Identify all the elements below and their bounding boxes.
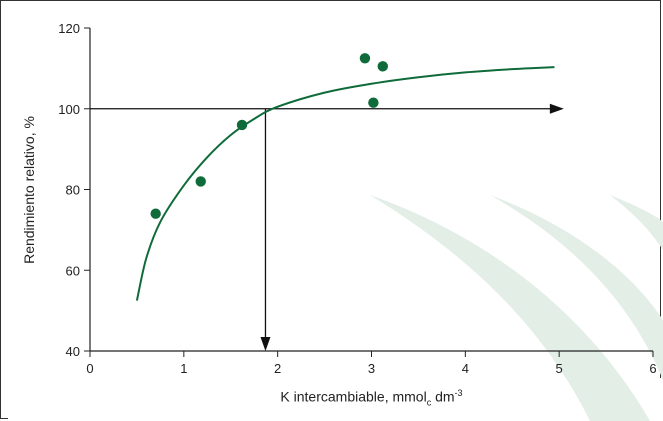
watermark-stripe [610, 195, 663, 250]
data-point [377, 61, 388, 72]
data-point [150, 208, 161, 219]
x-tick-label: 2 [274, 361, 281, 376]
arrow-head-right [549, 103, 564, 114]
frame-background [8, 378, 661, 419]
arrow-head-down [260, 337, 271, 351]
x-axis-title-subscript: c [426, 397, 432, 408]
watermark-stripe [370, 195, 650, 421]
y-tick-label: 80 [66, 183, 80, 198]
x-axis-title-unit: dm [431, 388, 455, 405]
tick-labels: 0 1 2 3 4 5 6 40 60 80 100 120 [58, 21, 656, 376]
fitted-curve [135, 66, 555, 301]
y-axis-title: Rendimiento relativo, % [21, 116, 37, 264]
x-tick-label: 1 [180, 361, 187, 376]
y-tick-label: 40 [66, 344, 80, 359]
reference-arrows [90, 103, 564, 351]
watermark-stripes [370, 195, 663, 421]
x-tick-label: 5 [556, 361, 563, 376]
y-tick-label: 100 [58, 102, 80, 117]
x-tick-label: 0 [86, 361, 93, 376]
x-axis-title: K intercambiable, mmolc dm-3 [0, 388, 663, 407]
x-axis-title-main: K intercambiable, mmol [280, 388, 427, 405]
tick-marks [84, 27, 654, 357]
data-point [359, 53, 371, 64]
fitted-curve-layer [135, 66, 555, 301]
data-points-layer [150, 53, 388, 219]
x-axis-title-superscript: -3 [454, 388, 463, 398]
axes [89, 28, 653, 352]
y-tick-label: 60 [66, 263, 80, 278]
data-point [195, 176, 206, 187]
data-point [236, 119, 248, 131]
x-tick-label: 6 [649, 361, 656, 376]
y-tick-label: 120 [58, 21, 80, 36]
data-point [368, 97, 379, 108]
watermark-stripe [490, 195, 663, 380]
x-tick-label: 4 [462, 361, 469, 376]
x-tick-label: 3 [368, 361, 375, 376]
